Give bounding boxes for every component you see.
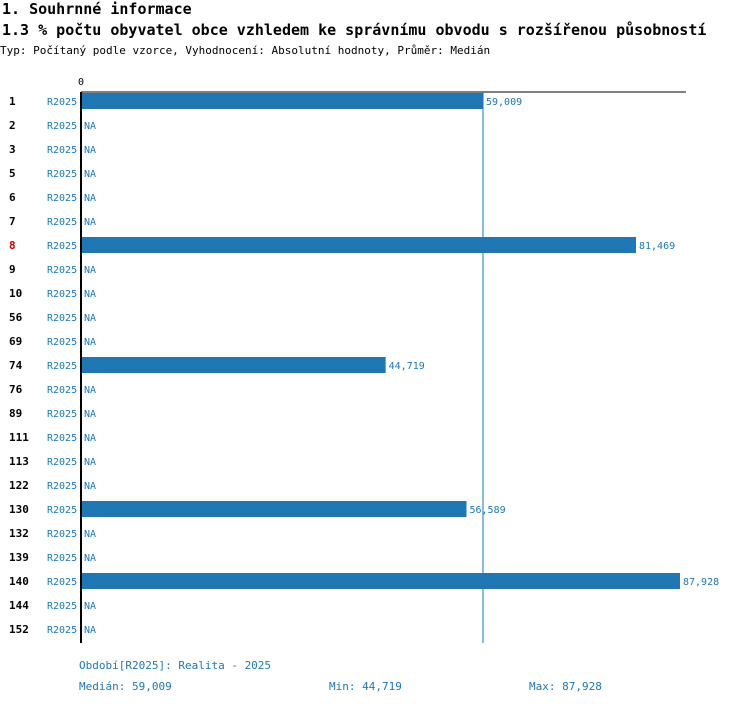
- period-label: R2025: [47, 313, 77, 324]
- period-label: R2025: [47, 553, 77, 564]
- value-label-na: NA: [84, 625, 96, 636]
- value-label-na: NA: [84, 337, 96, 348]
- period-label: R2025: [47, 193, 77, 204]
- category-label: 2: [9, 119, 16, 132]
- category-label: 6: [9, 191, 16, 204]
- category-label: 8: [9, 239, 16, 252]
- value-label: 56,589: [470, 505, 506, 516]
- value-label-na: NA: [84, 145, 96, 156]
- bar: [81, 237, 636, 253]
- category-label: 122: [9, 479, 29, 492]
- value-label-na: NA: [84, 169, 96, 180]
- category-label: 3: [9, 143, 16, 156]
- value-label-na: NA: [84, 193, 96, 204]
- footer-max: Max: 87,928: [529, 680, 602, 693]
- category-label: 74: [9, 359, 23, 372]
- value-label-na: NA: [84, 433, 96, 444]
- category-label: 152: [9, 623, 29, 636]
- period-label: R2025: [47, 337, 77, 348]
- category-label: 139: [9, 551, 29, 564]
- value-label-na: NA: [84, 385, 96, 396]
- chart-title: 1.3 % počtu obyvatel obce vzhledem ke sp…: [2, 21, 707, 39]
- value-label-na: NA: [84, 217, 96, 228]
- period-label: R2025: [47, 145, 77, 156]
- chart-meta-line: Typ: Počítaný podle vzorce, Vyhodnocení:…: [0, 44, 491, 57]
- footer-min: Min: 44,719: [329, 680, 402, 693]
- period-label: R2025: [47, 625, 77, 636]
- period-label: R2025: [47, 457, 77, 468]
- category-label: 1: [9, 95, 16, 108]
- category-label: 5: [9, 167, 16, 180]
- value-label: 44,719: [389, 361, 425, 372]
- period-label: R2025: [47, 265, 77, 276]
- period-label: R2025: [47, 505, 77, 516]
- value-label-na: NA: [84, 121, 96, 132]
- category-label: 10: [9, 287, 22, 300]
- period-label: R2025: [47, 217, 77, 228]
- x-axis-origin-label: 0: [78, 77, 84, 88]
- category-label: 9: [9, 263, 16, 276]
- period-label: R2025: [47, 241, 77, 252]
- period-label: R2025: [47, 529, 77, 540]
- value-label-na: NA: [84, 457, 96, 468]
- value-label: 59,009: [486, 97, 522, 108]
- category-label: 89: [9, 407, 22, 420]
- footer-period: Období[R2025]: Realita - 2025: [79, 659, 272, 672]
- period-label: R2025: [47, 97, 77, 108]
- section-title: 1. Souhrnné informace: [2, 0, 192, 18]
- period-label: R2025: [47, 601, 77, 612]
- period-label: R2025: [47, 121, 77, 132]
- bar: [81, 573, 680, 589]
- value-label: 87,928: [683, 577, 719, 588]
- category-label: 56: [9, 311, 23, 324]
- category-label: 7: [9, 215, 16, 228]
- value-label-na: NA: [84, 601, 96, 612]
- value-label-na: NA: [84, 265, 96, 276]
- value-label-na: NA: [84, 409, 96, 420]
- value-label-na: NA: [84, 313, 96, 324]
- bar: [81, 93, 483, 109]
- category-label: 144: [9, 599, 29, 612]
- category-label: 113: [9, 455, 29, 468]
- category-label: 76: [9, 383, 23, 396]
- period-label: R2025: [47, 481, 77, 492]
- category-label: 130: [9, 503, 29, 516]
- footer-median: Medián: 59,009: [79, 680, 172, 693]
- bar: [81, 357, 386, 373]
- period-label: R2025: [47, 409, 77, 420]
- value-label: 81,469: [639, 241, 675, 252]
- period-label: R2025: [47, 385, 77, 396]
- value-label-na: NA: [84, 553, 96, 564]
- category-label: 140: [9, 575, 29, 588]
- period-label: R2025: [47, 289, 77, 300]
- value-label-na: NA: [84, 289, 96, 300]
- period-label: R2025: [47, 169, 77, 180]
- value-label-na: NA: [84, 529, 96, 540]
- category-label: 132: [9, 527, 29, 540]
- period-label: R2025: [47, 577, 77, 588]
- value-label-na: NA: [84, 481, 96, 492]
- category-label: 111: [9, 431, 29, 444]
- period-label: R2025: [47, 361, 77, 372]
- category-label: 69: [9, 335, 22, 348]
- bar: [81, 501, 467, 517]
- period-label: R2025: [47, 433, 77, 444]
